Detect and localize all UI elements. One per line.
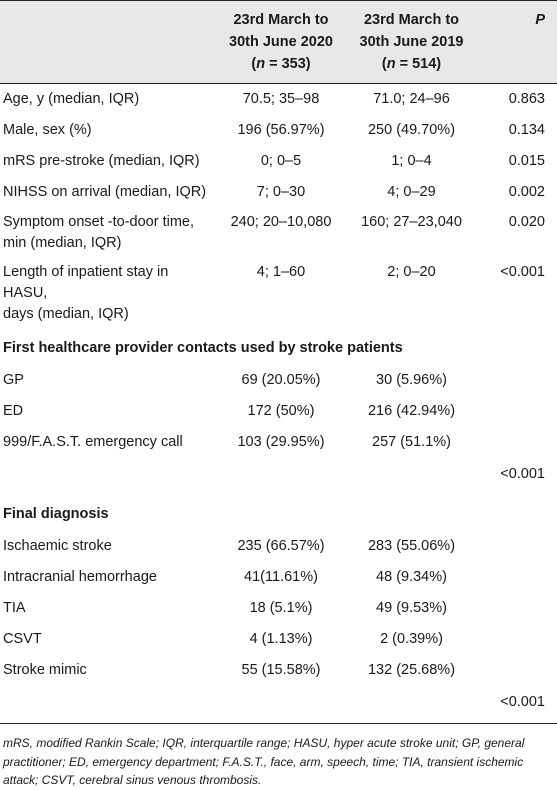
value-2019: 2; 0–20 [387, 264, 436, 280]
section-p-row: <0.001 [0, 458, 557, 495]
value-2020: 55 (15.58%) [241, 662, 321, 678]
p-value: 0.020 [508, 214, 545, 230]
value-2019: 283 (55.06%) [367, 538, 456, 554]
value-2019: 257 (51.1%) [372, 434, 451, 450]
row-label: ED [3, 403, 24, 419]
value-2020: 69 (20.05%) [241, 372, 321, 388]
row-label: Age, y (median, IQR) [3, 91, 140, 107]
p-value-empty [479, 365, 557, 396]
p-value: <0.001 [500, 264, 545, 280]
table-row: Male, sex (%) 196 (56.97%) 250 (49.70%) … [0, 115, 557, 146]
value-2019: 30 (5.96%) [376, 372, 447, 388]
stroke-data-table: 23rd March to 30th June 2020 (n = 353) 2… [0, 0, 557, 724]
value-2020: 0; 0–5 [260, 153, 302, 169]
value-2020: 7; 0–30 [256, 184, 306, 200]
table-row: CSVT 4 (1.13%) 2 (0.39%) [0, 624, 557, 655]
value-2020: 4 (1.13%) [249, 631, 313, 647]
value-2020: 41(11.61%) [244, 569, 318, 585]
p-value: 0.015 [508, 153, 545, 169]
section-heading-diagnosis: Final diagnosis [0, 495, 557, 531]
value-2019: 48 (9.34%) [376, 569, 447, 585]
value-2019: 160; 27–23,040 [361, 214, 462, 230]
section-p-row: <0.001 [0, 686, 557, 724]
p-value: <0.001 [500, 466, 545, 482]
value-2019: 216 (42.94%) [367, 403, 456, 419]
table-row: Symptom onset -to-door time, min (median… [0, 208, 557, 258]
table-row: 999/F.A.S.T. emergency call 103 (29.95%)… [0, 427, 557, 458]
row-label: mRS pre-stroke (median, IQR) [3, 153, 200, 169]
p-value-empty [479, 655, 557, 686]
value-2019: 4; 0–29 [387, 184, 436, 200]
value-2020: 103 (29.95%) [237, 434, 325, 450]
header-blank [0, 1, 218, 84]
table-row: Intracranial hemorrhage 41(11.61%) 48 (9… [0, 562, 557, 593]
value-2019: 1; 0–4 [391, 153, 432, 169]
table-row: TIA 18 (5.1%) 49 (9.53%) [0, 593, 557, 624]
section-title: Final diagnosis [3, 506, 109, 522]
table-footnote: mRS, modified Rankin Scale; IQR, interqu… [3, 736, 525, 787]
value-2020: 70.5; 35–98 [242, 91, 320, 107]
p-value-empty [479, 593, 557, 624]
section-title: First healthcare provider contacts used … [3, 340, 403, 356]
header-2019: 23rd March to 30th June 2019 (n = 514) [359, 12, 464, 72]
table-row: Ischaemic stroke 235 (66.57%) 283 (55.06… [0, 531, 557, 562]
table-row: NIHSS on arrival (median, IQR) 7; 0–30 4… [0, 177, 557, 208]
row-label: NIHSS on arrival (median, IQR) [3, 184, 207, 200]
value-2019: 49 (9.53%) [376, 600, 447, 616]
value-2020: 172 (50%) [247, 403, 315, 419]
p-value-empty [479, 427, 557, 458]
p-value: <0.001 [500, 694, 545, 710]
value-2019: 132 (25.68%) [367, 662, 456, 678]
table-header-row: 23rd March to 30th June 2020 (n = 353) 2… [0, 0, 557, 84]
value-2020: 235 (66.57%) [237, 538, 325, 554]
row-label: Symptom onset -to-door time, min (median… [3, 214, 194, 251]
table-row: Length of inpatient stay in HASU, days (… [0, 258, 557, 329]
row-label: 999/F.A.S.T. emergency call [3, 434, 183, 450]
p-value: 0.863 [508, 91, 545, 107]
row-label: Ischaemic stroke [3, 538, 112, 554]
p-value-empty [479, 396, 557, 427]
value-2020: 18 (5.1%) [249, 600, 313, 616]
p-value-empty [479, 531, 557, 562]
header-2020: 23rd March to 30th June 2020 (n = 353) [229, 12, 333, 72]
row-label: Length of inpatient stay in HASU, days (… [3, 264, 169, 322]
table-row: GP 69 (20.05%) 30 (5.96%) [0, 365, 557, 396]
p-value: 0.134 [508, 122, 545, 138]
row-label: CSVT [3, 631, 42, 647]
section-heading-contacts: First healthcare provider contacts used … [0, 329, 557, 365]
value-2020: 240; 20–10,080 [230, 214, 332, 230]
row-label: Male, sex (%) [3, 122, 92, 138]
row-label: GP [3, 372, 24, 388]
row-label: Intracranial hemorrhage [3, 569, 157, 585]
value-2020: 4; 1–60 [256, 264, 306, 280]
table-row: Age, y (median, IQR) 70.5; 35–98 71.0; 2… [0, 84, 557, 116]
p-value-empty [479, 624, 557, 655]
value-2020: 196 (56.97%) [237, 122, 325, 138]
value-2019: 2 (0.39%) [380, 631, 443, 647]
table-row: mRS pre-stroke (median, IQR) 0; 0–5 1; 0… [0, 146, 557, 177]
value-2019: 250 (49.70%) [367, 122, 456, 138]
row-label: Stroke mimic [3, 662, 87, 678]
header-p: P [535, 12, 545, 28]
table-row: Stroke mimic 55 (15.58%) 132 (25.68%) [0, 655, 557, 686]
row-label: TIA [3, 600, 26, 616]
p-value-empty [479, 562, 557, 593]
value-2019: 71.0; 24–96 [373, 91, 450, 107]
p-value: 0.002 [508, 184, 545, 200]
table-row: ED 172 (50%) 216 (42.94%) [0, 396, 557, 427]
